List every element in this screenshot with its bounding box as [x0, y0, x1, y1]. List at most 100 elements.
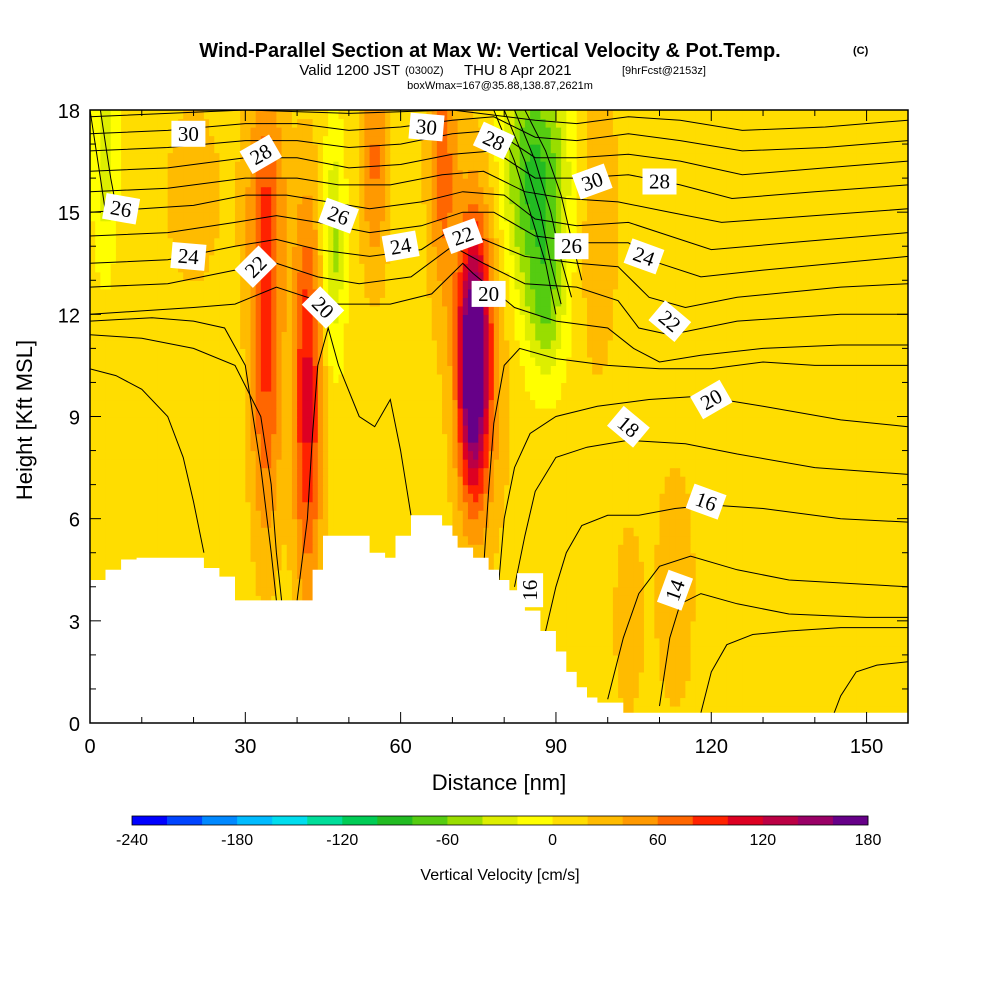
velocity-cell — [224, 501, 231, 511]
velocity-cell — [618, 510, 624, 520]
velocity-cell — [276, 586, 283, 596]
velocity-cell — [680, 603, 686, 613]
velocity-cell — [768, 476, 774, 486]
velocity-cell — [286, 493, 293, 503]
velocity-cell — [861, 680, 868, 690]
velocity-cell — [587, 637, 593, 647]
velocity-cell — [654, 518, 661, 528]
velocity-cell — [587, 688, 593, 699]
velocity-cell — [876, 544, 883, 554]
velocity-cell — [742, 586, 749, 596]
velocity-cell — [669, 561, 676, 571]
velocity-cell — [550, 544, 557, 554]
velocity-cell — [706, 620, 712, 630]
velocity-cell — [835, 637, 842, 647]
velocity-cell — [897, 586, 904, 596]
velocity-cell — [478, 476, 485, 486]
velocity-cell — [452, 467, 459, 477]
velocity-cell — [716, 620, 723, 630]
velocity-cell — [499, 450, 505, 460]
velocity-cell — [794, 637, 800, 647]
velocity-cell — [110, 518, 117, 528]
velocity-cell — [882, 697, 888, 707]
velocity-cell — [555, 612, 562, 622]
velocity-cell — [240, 569, 246, 579]
velocity-cell — [783, 518, 790, 528]
velocity-cell — [105, 467, 112, 477]
velocity-cell — [778, 578, 785, 588]
velocity-cell — [851, 646, 857, 656]
velocity-cell — [416, 510, 422, 520]
velocity-cell — [188, 535, 195, 545]
velocity-cell — [493, 450, 500, 460]
velocity-cell — [203, 459, 210, 469]
velocity-cell — [794, 612, 800, 622]
velocity-cell — [804, 671, 811, 682]
velocity-cell — [856, 518, 863, 528]
velocity-cell — [763, 459, 769, 469]
velocity-cell — [250, 552, 257, 562]
velocity-cell — [882, 459, 888, 469]
copyright-mark: (C) — [853, 45, 869, 57]
velocity-cell — [162, 544, 169, 554]
velocity-cell — [835, 518, 842, 528]
velocity-cell — [229, 535, 236, 545]
velocity-cell — [876, 586, 883, 596]
velocity-cell — [519, 527, 526, 537]
velocity-cell — [607, 527, 614, 537]
velocity-cell — [866, 671, 873, 682]
velocity-cell — [535, 518, 542, 528]
velocity-cell — [638, 527, 645, 537]
velocity-cell — [561, 518, 567, 528]
velocity-cell — [530, 561, 536, 571]
velocity-cell — [281, 586, 288, 596]
velocity-cell — [209, 510, 215, 520]
velocity-cell — [830, 595, 837, 605]
velocity-cell — [576, 552, 583, 562]
velocity-cell — [488, 501, 495, 511]
velocity-cell — [830, 663, 837, 673]
velocity-cell — [167, 484, 174, 494]
velocity-cell — [871, 603, 878, 613]
velocity-cell — [576, 637, 583, 647]
velocity-cell — [768, 544, 774, 554]
velocity-cell — [203, 518, 210, 528]
velocity-cell — [618, 467, 624, 477]
velocity-cell — [897, 603, 904, 613]
velocity-cell — [638, 561, 645, 571]
velocity-cell — [581, 484, 588, 494]
velocity-cell — [540, 586, 547, 596]
velocity-cell — [90, 561, 96, 571]
velocity-cell — [587, 680, 593, 690]
velocity-cell — [307, 510, 314, 520]
velocity-cell — [871, 561, 878, 571]
velocity-cell — [871, 654, 878, 664]
velocity-cell — [478, 501, 485, 511]
velocity-cell — [742, 544, 749, 554]
velocity-cell — [234, 569, 241, 579]
velocity-cell — [633, 501, 640, 511]
velocity-cell — [504, 450, 510, 460]
velocity-cell — [825, 578, 831, 588]
velocity-cell — [488, 459, 495, 469]
velocity-cell — [773, 595, 780, 605]
velocity-cell — [788, 697, 795, 707]
velocity-cell — [618, 493, 624, 503]
velocity-cell — [333, 476, 340, 486]
velocity-cell — [669, 459, 676, 469]
velocity-cell — [550, 484, 557, 494]
velocity-cell — [819, 637, 826, 647]
velocity-cell — [809, 527, 816, 537]
velocity-cell — [809, 654, 816, 664]
velocity-cell — [100, 569, 107, 579]
velocity-cell — [426, 467, 433, 477]
velocity-cell — [602, 552, 609, 562]
velocity-cell — [809, 680, 816, 690]
velocity-cell — [788, 467, 795, 477]
velocity-cell — [555, 578, 562, 588]
velocity-cell — [778, 561, 785, 571]
velocity-cell — [276, 510, 283, 520]
velocity-cell — [809, 459, 816, 469]
velocity-cell — [866, 688, 873, 699]
velocity-cell — [902, 484, 908, 494]
